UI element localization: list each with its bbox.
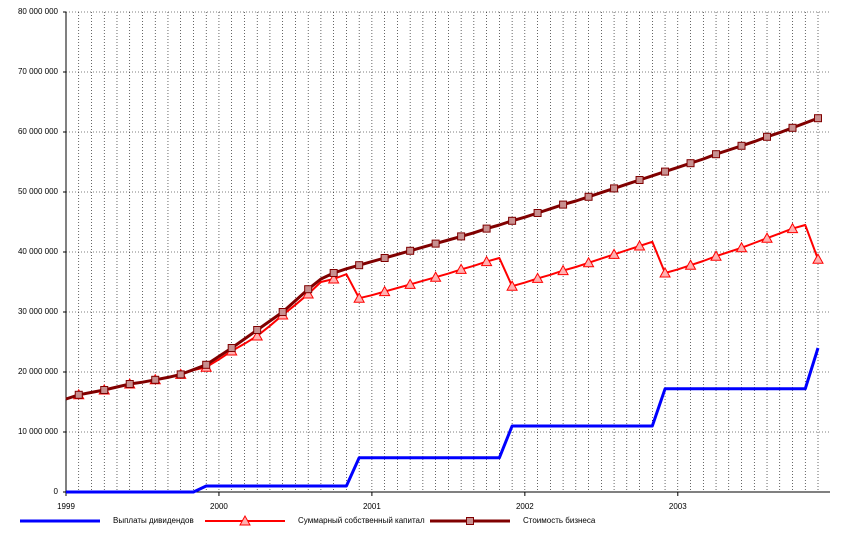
marker	[508, 216, 517, 225]
marker	[125, 380, 134, 388]
marker	[304, 285, 313, 294]
y-tick-label: 20 000 000	[18, 367, 59, 376]
y-tick-label: 10 000 000	[18, 427, 59, 436]
legend-marker	[466, 517, 474, 525]
marker	[737, 141, 746, 150]
marker	[659, 266, 671, 278]
marker	[812, 253, 824, 264]
marker	[533, 209, 542, 217]
marker	[610, 184, 619, 193]
marker	[202, 360, 211, 369]
marker	[635, 176, 644, 184]
y-tick-label: 60 000 000	[18, 127, 59, 136]
marker	[633, 239, 646, 251]
marker	[431, 239, 440, 248]
marker	[406, 246, 415, 255]
marker	[457, 232, 466, 241]
marker	[559, 200, 568, 209]
marker	[584, 192, 593, 201]
marker	[661, 167, 670, 176]
x-tick-label: 1999	[57, 502, 75, 511]
marker	[151, 375, 160, 384]
y-tick-label: 50 000 000	[18, 187, 59, 196]
x-tick-label: 2002	[516, 502, 534, 511]
marker	[712, 150, 721, 159]
marker	[788, 123, 797, 132]
series-line	[65, 116, 819, 401]
marker	[557, 264, 569, 276]
marker	[506, 280, 518, 291]
marker	[429, 271, 442, 282]
marker	[176, 370, 185, 379]
marker	[814, 114, 822, 123]
series-line	[66, 347, 820, 494]
legend-label: Стоимость бизнеса	[523, 516, 596, 525]
marker	[329, 269, 338, 277]
x-tick-label: 2000	[210, 502, 228, 511]
legend-label: Суммарный собственный капитал	[298, 516, 425, 525]
y-tick-label: 80 000 000	[18, 7, 59, 16]
marker	[355, 261, 364, 270]
marker	[608, 248, 620, 259]
marker	[278, 308, 287, 316]
marker	[302, 287, 315, 299]
x-tick-label: 2003	[669, 502, 687, 511]
y-tick-label: 40 000 000	[18, 247, 59, 256]
marker	[455, 263, 467, 274]
marker	[327, 272, 340, 284]
legend-label: Выплаты дивидендов	[113, 516, 194, 525]
marker	[251, 329, 264, 341]
marker	[786, 222, 799, 234]
marker	[253, 326, 262, 334]
marker	[710, 250, 722, 261]
y-tick-label: 70 000 000	[18, 67, 59, 76]
marker	[686, 159, 695, 168]
y-tick-label: 0	[54, 487, 59, 496]
marker	[380, 254, 389, 262]
marker	[482, 224, 491, 233]
marker	[763, 132, 772, 141]
marker	[74, 390, 83, 399]
marker	[353, 292, 366, 303]
marker	[227, 344, 236, 352]
marker	[582, 256, 595, 268]
x-tick-label: 2001	[363, 502, 381, 511]
marker	[735, 241, 748, 253]
marker	[684, 259, 697, 270]
marker	[404, 278, 416, 289]
marker	[100, 386, 109, 394]
marker	[531, 272, 544, 283]
marker	[480, 255, 493, 267]
marker	[378, 285, 391, 297]
marker	[761, 232, 773, 243]
y-tick-label: 30 000 000	[18, 307, 59, 316]
legend-marker	[239, 514, 251, 526]
